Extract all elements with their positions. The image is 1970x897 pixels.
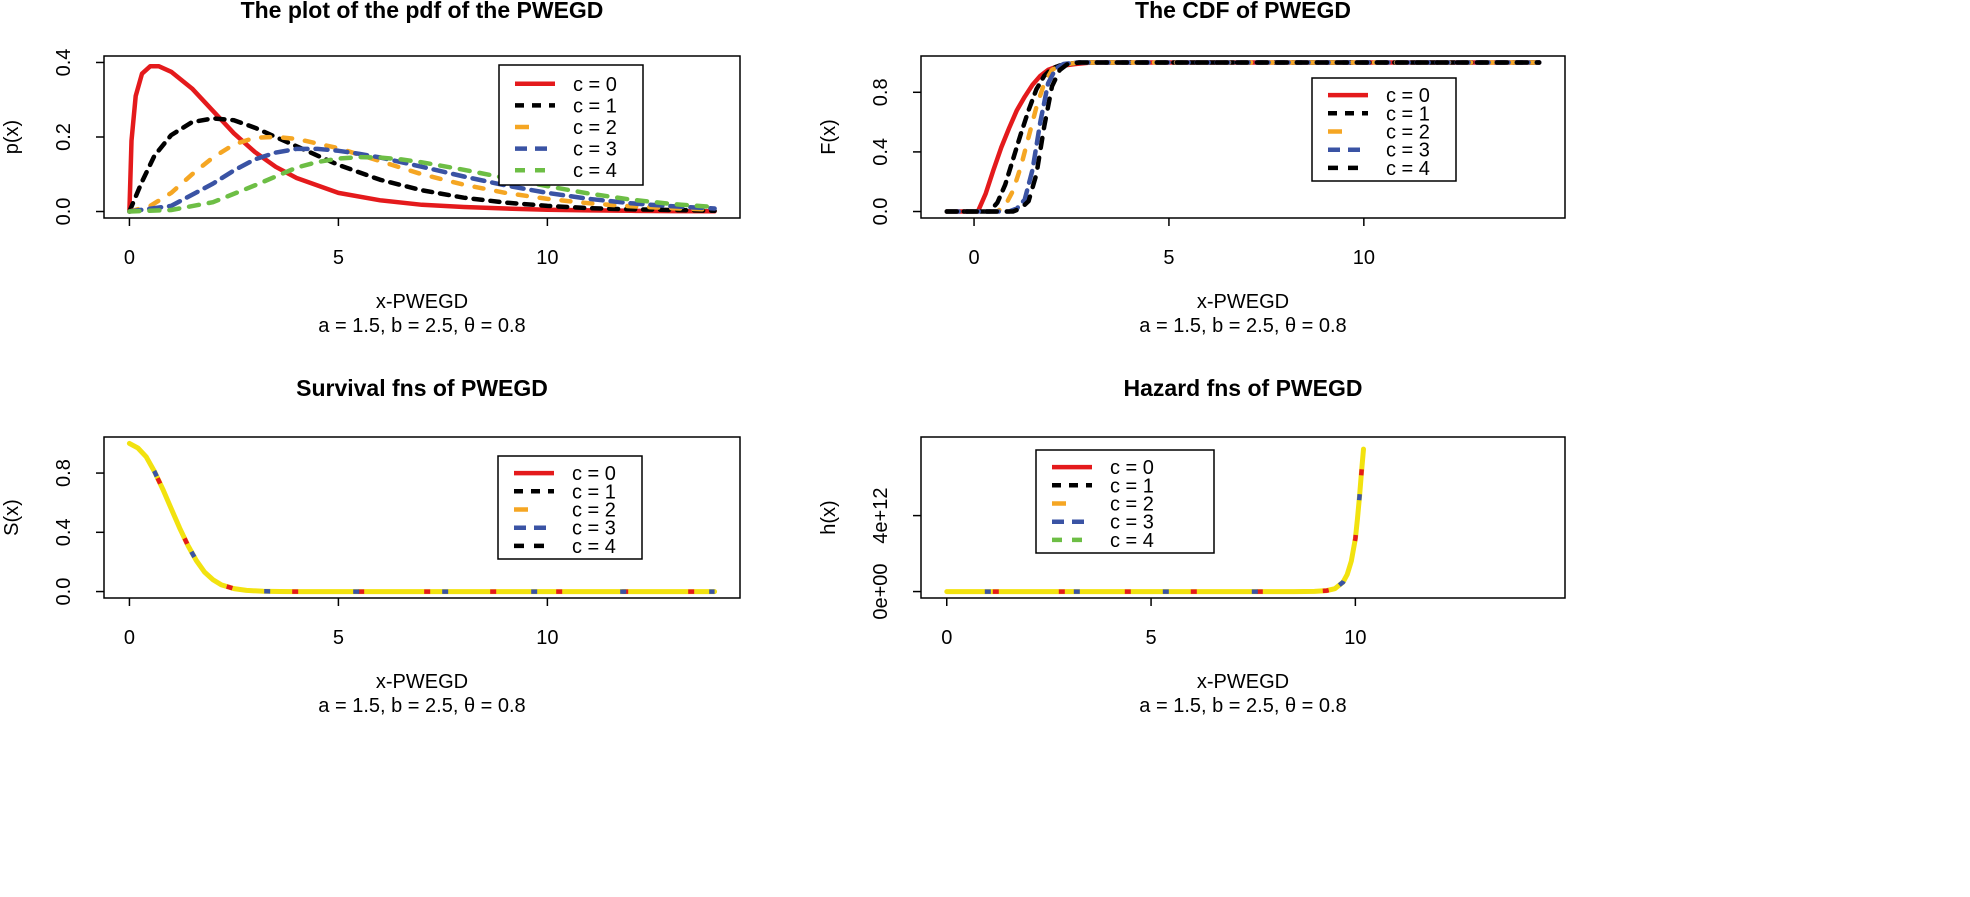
y-axis-label: S(x) [1,499,23,536]
y-axis-label: h(x) [818,500,840,534]
y-tick-label: 0.4 [53,518,75,546]
legend: c = 0c = 1c = 2c = 3c = 4 [1312,78,1456,181]
chart-panel-4: Hazard fns of PWEGD 0 5 10 0e+00 4e+12 x-PWEGD… [818,375,1565,717]
y-tick-label: 0.4 [870,138,892,166]
y-tick-label: 0.2 [53,123,75,151]
x-tick-label: 10 [536,627,558,649]
legend-label-5: c = 4 [573,160,617,182]
x-axis-sublabel: a = 1.5, b = 2.5, θ = 0.8 [318,695,525,717]
y-tick-label: 0.0 [53,578,75,606]
legend-label-5: c = 4 [1110,530,1154,552]
y-tick-label: 0.4 [53,49,75,77]
plot-frame [921,437,1565,598]
x-axis-sublabel: a = 1.5, b = 2.5, θ = 0.8 [1139,315,1346,337]
x-tick-label: 10 [536,247,558,269]
x-tick-label: 5 [1146,627,1157,649]
legend-label-4: c = 3 [573,139,617,161]
y-tick-label: 0.8 [53,459,75,487]
y-axis-label: F(x) [818,119,840,155]
legend-label-2: c = 1 [573,95,617,117]
x-axis-sublabel: a = 1.5, b = 2.5, θ = 0.8 [318,315,525,337]
y-tick-label: 0e+00 [870,563,892,619]
plot-frame [104,437,740,598]
legend-label-1: c = 0 [573,74,617,96]
y-tick-label: 4e+12 [870,488,892,544]
chart-panel-1: The plot of the pdf of the PWEGD 0 5 10 0.0 0… [1,0,740,337]
legend-label-5: c = 4 [1386,158,1430,180]
plot-frame [104,56,740,218]
x-tick-label: 0 [968,247,979,269]
chart-title: The CDF of PWEGD [1135,0,1351,23]
y-tick-label: 0.0 [53,198,75,226]
legend: c = 0c = 1c = 2c = 3c = 4 [499,65,643,185]
legend-label-3: c = 2 [573,117,617,139]
chart-title: Survival fns of PWEGD [296,375,548,401]
x-tick-label: 0 [124,247,135,269]
x-tick-label: 0 [124,627,135,649]
legend: c = 0c = 1c = 2c = 3c = 4 [498,456,642,559]
legend-label-5: c = 4 [572,536,616,558]
chart-title: Hazard fns of PWEGD [1124,375,1363,401]
x-axis-label: x-PWEGD [1197,671,1289,693]
chart-title: The plot of the pdf of the PWEGD [241,0,604,23]
x-tick-label: 0 [941,627,952,649]
y-axis-label: p(x) [1,120,23,154]
x-axis-label: x-PWEGD [376,671,468,693]
y-tick-label: 0.0 [870,198,892,226]
chart-panel-3: Survival fns of PWEGD 0 5 10 0.0 0.4 0.8 x-PWEG… [1,375,740,717]
figure: The plot of the pdf of the PWEGD 0 5 10 0.0 0… [0,0,1970,897]
x-axis-label: x-PWEGD [1197,291,1289,313]
x-axis-sublabel: a = 1.5, b = 2.5, θ = 0.8 [1139,695,1346,717]
x-tick-label: 5 [1163,247,1174,269]
legend: c = 0c = 1c = 2c = 3c = 4 [1036,450,1214,553]
y-tick-label: 0.8 [870,78,892,106]
x-axis-label: x-PWEGD [376,291,468,313]
x-tick-label: 10 [1353,247,1375,269]
x-tick-label: 5 [333,627,344,649]
x-tick-label: 5 [333,247,344,269]
x-tick-label: 10 [1344,627,1366,649]
